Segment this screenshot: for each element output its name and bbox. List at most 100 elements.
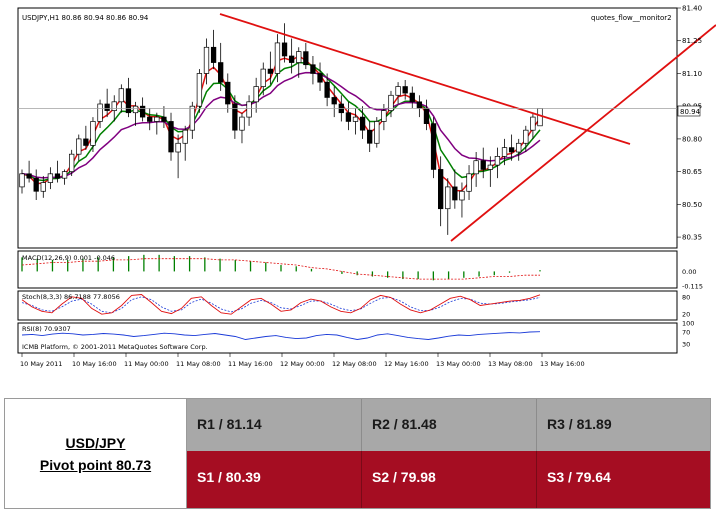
- candle-body: [352, 116, 359, 122]
- price-tick-label: 81.25: [682, 37, 702, 45]
- time-tick-label: 11 May 00:00: [124, 360, 169, 368]
- candle-body: [324, 81, 330, 98]
- rsi-line: [21, 331, 541, 340]
- time-tick-label: 13 May 16:00: [540, 360, 585, 368]
- candle-body: [274, 42, 281, 74]
- r3-cell: R3 / 81.89: [537, 399, 710, 451]
- macd-tick-label: -0.115: [682, 283, 703, 291]
- pair-label: USD/JPY: [65, 434, 126, 451]
- candle-body: [168, 121, 174, 153]
- time-tick-label: 10 May 2011: [20, 360, 62, 368]
- candle-body: [459, 190, 465, 201]
- chart-title: USDJPY,H1 80.86 80.94 80.86 80.94: [22, 14, 149, 22]
- platform-footer: ICMB Platform, © 2001-2011 MetaQuotes So…: [22, 343, 208, 351]
- candle-body: [239, 116, 245, 131]
- r1-cell: R1 / 81.14: [187, 399, 362, 451]
- current-price-label: 80.94: [680, 108, 701, 116]
- stochastic-tick-label: 20: [682, 311, 690, 319]
- candle-body: [281, 42, 288, 57]
- candle-body: [388, 94, 394, 111]
- time-tick-label: 11 May 08:00: [176, 360, 221, 368]
- candle-body: [374, 121, 380, 144]
- candle-body: [409, 92, 415, 103]
- candle-body: [175, 142, 181, 153]
- pivot-point-label: Pivot point 80.73: [39, 456, 152, 473]
- candle-body: [210, 46, 217, 63]
- pivot-summary: USD/JPY Pivot point 80.73: [5, 399, 187, 508]
- stochastic-panel: [17, 290, 678, 321]
- candle-body: [345, 112, 352, 122]
- candle-body: [288, 55, 295, 63]
- candle-body: [33, 177, 39, 192]
- price-tick-label: 80.65: [682, 168, 702, 176]
- time-tick-label: 12 May 00:00: [280, 360, 325, 368]
- time-tick-label: 11 May 16:00: [228, 360, 273, 368]
- pivot-table: USD/JPY Pivot point 80.73 R1 / 81.14 R2 …: [4, 398, 711, 509]
- rsi-label: RSI(8) 70.9307: [22, 325, 71, 333]
- watermark-label: quotes_flow__monitor2: [591, 14, 672, 22]
- price-tick-label: 80.50: [682, 201, 702, 209]
- macd-label: MACD(12,26,9) 0.001 -0.046: [22, 254, 115, 262]
- time-tick-label: 13 May 08:00: [488, 360, 533, 368]
- time-tick-label: 12 May 08:00: [332, 360, 377, 368]
- candle-body: [246, 101, 252, 118]
- candle-body: [381, 110, 387, 122]
- candle-body: [480, 160, 486, 170]
- candle-body: [54, 173, 61, 179]
- stochastic-tick-label: 80: [682, 293, 690, 301]
- stochastic-k-line: [21, 294, 541, 315]
- candle-body: [296, 51, 302, 63]
- candle-body: [402, 86, 408, 94]
- candle-body: [125, 88, 132, 114]
- candle-body: [494, 156, 501, 166]
- candle-body: [508, 147, 515, 153]
- candle-body: [523, 129, 529, 144]
- candle-body: [132, 105, 139, 114]
- support-trendline-extension: [676, 24, 716, 58]
- candle-body: [111, 101, 117, 111]
- candle-body: [452, 186, 458, 201]
- candle-body: [430, 123, 437, 170]
- s1-cell: S1 / 80.39: [187, 451, 362, 508]
- rsi-tick-label: 30: [682, 341, 690, 349]
- candle-body: [218, 62, 224, 83]
- candle-body: [97, 103, 103, 122]
- rsi-panel: [17, 322, 678, 354]
- forex-chart: 81.4081.2581.1080.9580.8080.6580.5080.35…: [17, 4, 716, 368]
- candle-body: [466, 173, 472, 192]
- candle-body: [253, 86, 259, 103]
- stochastic-label: Stoch(8,3,3) 86.7188 77.8056: [22, 293, 120, 301]
- price-tick-label: 80.35: [682, 234, 702, 242]
- medium-moving-average: [21, 61, 541, 182]
- time-tick-label: 10 May 16:00: [72, 360, 117, 368]
- time-tick-label: 13 May 00:00: [436, 360, 481, 368]
- candle-body: [395, 86, 401, 96]
- candle-body: [76, 138, 82, 155]
- candle-body: [90, 121, 96, 146]
- s3-cell: S3 / 79.64: [537, 451, 710, 508]
- candle-body: [423, 108, 430, 124]
- stochastic-d-line: [21, 296, 541, 314]
- candle-body: [438, 169, 444, 210]
- candle-body: [317, 73, 323, 83]
- candle-body: [232, 103, 238, 131]
- candle-body: [147, 116, 153, 122]
- candle-body: [69, 153, 75, 172]
- candle-body: [189, 105, 195, 131]
- price-tick-label: 81.40: [682, 5, 702, 13]
- candle-body: [118, 88, 124, 103]
- candle-body: [196, 73, 203, 107]
- candle-body: [225, 81, 231, 105]
- current-price-tag: [677, 105, 701, 117]
- price-tick-label: 80.80: [682, 135, 702, 143]
- macd-panel: [17, 250, 678, 289]
- rsi-tick-label: 70: [682, 329, 690, 337]
- candle-body: [359, 116, 366, 131]
- candle-body: [61, 171, 68, 179]
- slow-moving-average: [21, 71, 541, 179]
- s2-cell: S2 / 79.98: [362, 451, 537, 508]
- candle-body: [473, 160, 479, 175]
- candle-body: [104, 103, 110, 111]
- macd-tick-label: 0.00: [682, 268, 696, 276]
- candle-body: [26, 173, 32, 179]
